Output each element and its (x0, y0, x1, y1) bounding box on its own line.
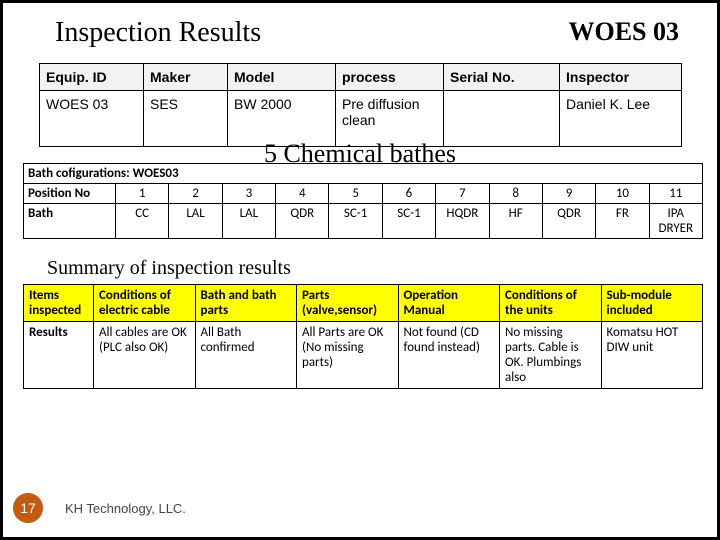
page-number-badge: 17 (13, 493, 43, 523)
bath-cell: FR (596, 204, 649, 239)
header-row: Inspection Results WOES 03 (23, 17, 697, 49)
bath-cell: HQDR (436, 204, 489, 239)
bath-cell: 9 (542, 184, 595, 204)
bath-cell: LAL (222, 204, 275, 239)
summ-header: Conditions of the units (500, 285, 602, 322)
summary-title: Summary of inspection results (47, 257, 697, 280)
summary-table: Items inspected Conditions of electric c… (23, 284, 703, 389)
bath-row-label: Position No (24, 184, 116, 204)
table-row: Results All cables are OK (PLC also OK) … (24, 322, 703, 389)
summ-header: Parts (valve,sensor) (297, 285, 399, 322)
bath-cell: 11 (649, 184, 702, 204)
bath-cell: QDR (276, 204, 329, 239)
company-name: KH Technology, LLC. (65, 501, 186, 516)
summ-cell: All Bath confirmed (195, 322, 297, 389)
equip-header: Equip. ID (40, 64, 144, 91)
bath-cell: 2 (169, 184, 222, 204)
page-title: Inspection Results (55, 17, 261, 49)
bath-cell: 10 (596, 184, 649, 204)
summ-head-label: Items inspected (24, 285, 94, 322)
footer: 17 KH Technology, LLC. (3, 493, 186, 523)
bath-cell: LAL (169, 204, 222, 239)
bath-cell: SC-1 (382, 204, 435, 239)
summ-cell: All Parts are OK (No missing parts) (297, 322, 399, 389)
bath-config-table: Bath cofigurations: WOES03 Position No 1… (23, 163, 703, 239)
bath-cell: 6 (382, 184, 435, 204)
bath-cell: IPA DRYER (649, 204, 702, 239)
bath-cell: CC (116, 204, 169, 239)
equipment-table: Equip. ID Maker Model process Serial No.… (39, 63, 682, 147)
equip-header: process (336, 64, 444, 91)
summ-header: Sub-module included (601, 285, 703, 322)
summ-header: Conditions of electric cable (94, 285, 196, 322)
summ-row-label: Results (24, 322, 94, 389)
table-row: Bath CC LAL LAL QDR SC-1 SC-1 HQDR HF QD… (24, 204, 703, 239)
bath-cell: 4 (276, 184, 329, 204)
bath-cell: 5 (329, 184, 382, 204)
bath-cell: HF (489, 204, 542, 239)
bath-cell: 7 (436, 184, 489, 204)
bath-cell: SC-1 (329, 204, 382, 239)
equip-header: Maker (144, 64, 228, 91)
equipment-code: WOES 03 (568, 17, 679, 47)
slide: Inspection Results WOES 03 Equip. ID Mak… (0, 0, 720, 540)
table-row: Position No 1 2 3 4 5 6 7 8 9 10 11 (24, 184, 703, 204)
summ-cell: All cables are OK (PLC also OK) (94, 322, 196, 389)
bath-cell: 8 (489, 184, 542, 204)
bath-cell: 3 (222, 184, 275, 204)
equip-header: Model (228, 64, 336, 91)
summ-cell: No missing parts. Cable is OK. Plumbings… (500, 322, 602, 389)
summ-header: Operation Manual (398, 285, 500, 322)
summ-cell: Not found (CD found instead) (398, 322, 500, 389)
equip-header: Inspector (560, 64, 682, 91)
mid-label: 5 Chemical bathes (23, 139, 697, 169)
equip-header: Serial No. (444, 64, 560, 91)
summ-header: Bath and bath parts (195, 285, 297, 322)
bath-row-label: Bath (24, 204, 116, 239)
bath-cell: QDR (542, 204, 595, 239)
summ-cell: Komatsu HOT DIW unit (601, 322, 703, 389)
bath-cell: 1 (116, 184, 169, 204)
